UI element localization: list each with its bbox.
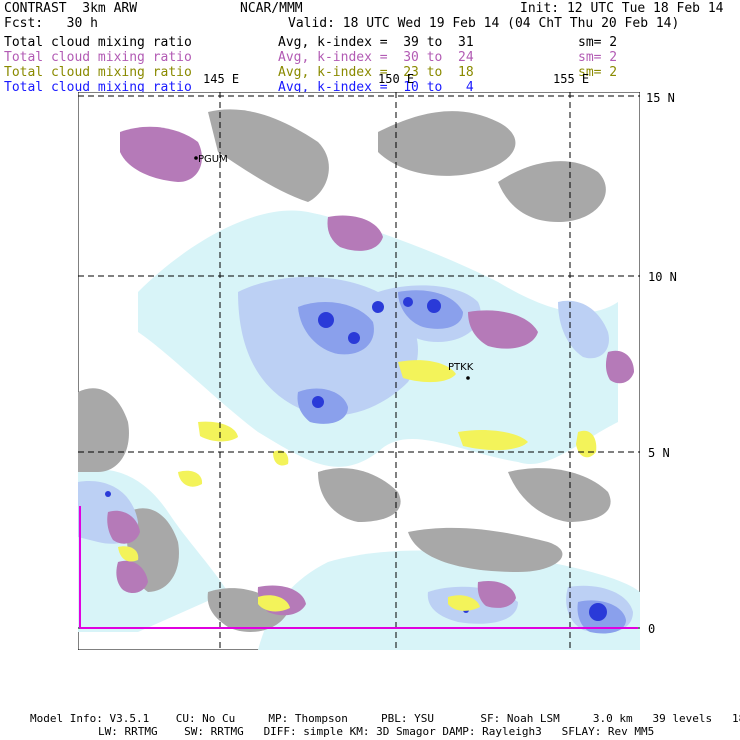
center-label: NCAR/MMM — [240, 1, 303, 16]
legend-field-3: Total cloud mixing ratio — [4, 65, 192, 80]
legend-smooth-2: sm= 2 — [578, 50, 618, 65]
lon-label-145: 145 E — [203, 72, 240, 86]
lon-label-155: 155 E — [553, 72, 590, 86]
lat-label-15n: 15 N — [646, 91, 675, 105]
model-title: CONTRAST 3km ARW — [4, 1, 138, 16]
legend-field-2: Total cloud mixing ratio — [4, 50, 192, 65]
valid-time: Valid: 18 UTC Wed 19 Feb 14 (04 ChT Thu … — [288, 16, 680, 31]
station-label-pgum: PGUM — [198, 154, 228, 165]
mid-cloud-layer — [107, 126, 634, 616]
station-marker-pgum — [194, 156, 198, 160]
model-info-line-2: LW: RRTMG SW: RRTMG DIFF: simple KM: 3D … — [98, 725, 655, 738]
legend-field-1: Total cloud mixing ratio — [4, 35, 192, 50]
legend-stat-2: Avg, k-index = 30 to 24 — [278, 50, 474, 65]
model-info-line-1: Model Info: V3.5.1 CU: No Cu MP: Thompso… — [30, 712, 740, 725]
station-markers — [194, 156, 470, 380]
legend-smooth-1: sm= 2 — [578, 35, 618, 50]
init-time: Init: 12 UTC Tue 18 Feb 14 — [520, 1, 724, 16]
lat-label-5n: 5 N — [648, 446, 670, 460]
legend-stat-1: Avg, k-index = 39 to 31 — [278, 35, 474, 50]
legend-smooth-3: sm= 2 — [578, 65, 618, 80]
station-marker-ptkk — [466, 376, 470, 380]
legend-stat-3: Avg, k-index = 23 to 18 — [278, 65, 474, 80]
forecast-hour: Fcst: 30 h — [4, 16, 98, 31]
domain-boundary — [79, 506, 638, 629]
lat-label-equator: 0 — [648, 622, 656, 636]
lat-label-10n: 10 N — [648, 270, 677, 284]
legend-stat-4: Avg, k-index = 10 to 4 — [278, 80, 474, 95]
low-cloud-layer — [78, 109, 611, 632]
legend-field-4: Total cloud mixing ratio — [4, 80, 192, 95]
lon-label-150: 150 E — [378, 72, 415, 86]
cloud-map: PGUM PTKK — [78, 92, 640, 650]
low-level-yellow-layer — [118, 360, 597, 612]
station-label-ptkk: PTKK — [448, 362, 474, 373]
